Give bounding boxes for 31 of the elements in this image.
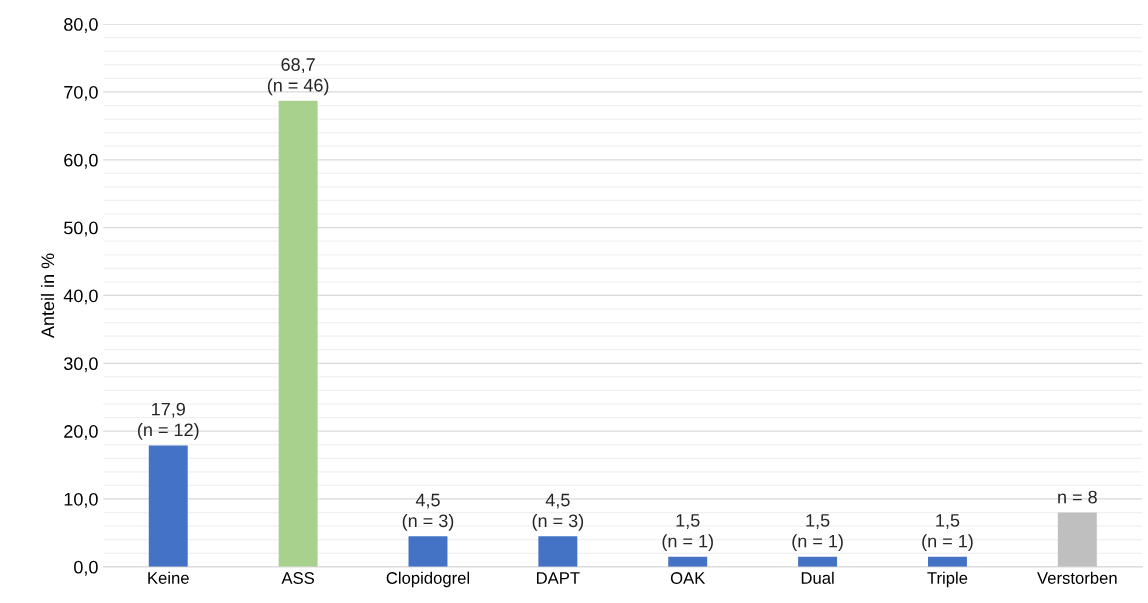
x-tick-label: Clopidogrel xyxy=(386,571,470,588)
data-label: 68,7 (n = 46) xyxy=(267,58,329,96)
y-tick-label: 0,0 xyxy=(74,560,98,576)
y-tick-label: 20,0 xyxy=(64,425,98,440)
y-tick-label: 70,0 xyxy=(64,85,98,101)
bar xyxy=(148,445,188,567)
data-label: 1,5 (n = 1) xyxy=(792,514,843,552)
data-label: 4,5 (n = 3) xyxy=(402,493,454,531)
x-tick-label: Dual xyxy=(801,571,834,584)
bar xyxy=(538,536,578,567)
data-label: n = 8 xyxy=(1058,490,1097,504)
data-label: 4,5 (n = 3) xyxy=(532,493,584,531)
x-tick-label: DAPT xyxy=(537,572,580,584)
data-label: 17,9 (n = 12) xyxy=(138,402,199,440)
y-tick-label: 60,0 xyxy=(64,153,98,169)
x-tick-label: Keine xyxy=(148,571,189,584)
bar xyxy=(1057,512,1097,567)
x-tick-label: Triple xyxy=(927,571,968,588)
data-label: 1,5 (n = 1) xyxy=(922,514,973,552)
y-tick-label: 10,0 xyxy=(64,492,98,508)
y-axis-title: Anteil in % xyxy=(40,253,55,339)
y-tick-label: 50,0 xyxy=(64,221,98,237)
y-tick-label: 80,0 xyxy=(64,18,98,33)
x-tick-label: Verstorben xyxy=(1037,571,1117,584)
data-label: 1,5 (n = 1) xyxy=(662,514,713,552)
bar xyxy=(278,100,318,567)
y-tick-label: 40,0 xyxy=(63,289,98,305)
bar xyxy=(408,536,448,567)
y-tick-label: 30,0 xyxy=(64,357,98,373)
x-tick-label: OAK xyxy=(670,572,706,584)
x-tick-label: ASS xyxy=(281,572,315,584)
